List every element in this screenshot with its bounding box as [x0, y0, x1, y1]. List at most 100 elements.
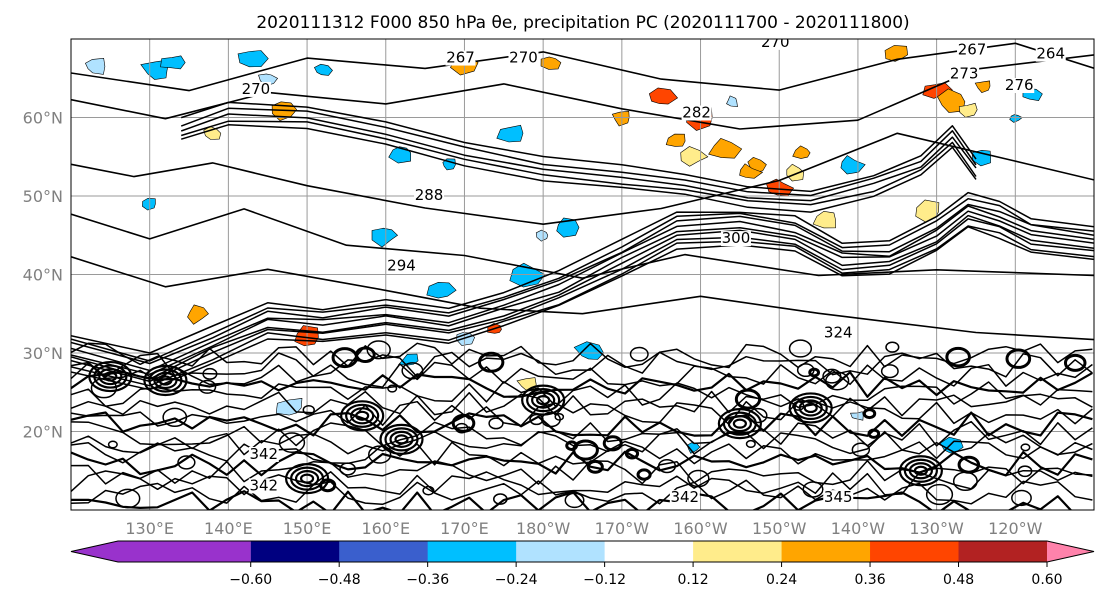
theta-e-contour [71, 400, 1093, 427]
theta-e-contour-cluster [88, 360, 133, 393]
theta-e-contour [71, 440, 1093, 467]
theta-e-contour [71, 430, 1093, 456]
theta-e-contour-ring [387, 384, 398, 393]
contour-label-bg [508, 50, 539, 66]
theta-e-contour-ring [867, 428, 881, 439]
contour-label: 300 [722, 229, 751, 247]
precip-positive-patch [958, 102, 978, 118]
precip-negative-patch [237, 50, 269, 68]
theta-e-contour-ring [564, 492, 585, 509]
theta-e-contour [71, 214, 1094, 380]
lat-tick-label: 50°N [23, 187, 63, 206]
theta-e-contour-ring [945, 346, 971, 368]
theta-e-contour [71, 210, 1094, 376]
precip-negative-patch [850, 411, 864, 421]
contour-label: 267 [446, 49, 475, 67]
theta-e-contour-ring [455, 422, 469, 434]
precip-positive-patch [792, 145, 811, 159]
contour-label-bg [1035, 46, 1066, 62]
colorbar-segment [250, 541, 340, 562]
theta-e-contour-ring [107, 440, 118, 449]
theta-e-contour-ring [880, 364, 899, 379]
contour-label-bg [1004, 78, 1035, 94]
precip-positive-patch [680, 146, 709, 167]
map-frame [70, 38, 1095, 511]
precip-negative-patch [840, 155, 866, 175]
lon-tick-label: 130°W [909, 519, 964, 538]
contour-label-bg [949, 66, 980, 82]
theta-e-contour-ring [401, 362, 424, 380]
theta-e-contour-ring [788, 339, 813, 358]
theta-e-contour-ring [687, 469, 710, 488]
theta-e-contour [71, 390, 1093, 418]
theta-e-contour-cluster [379, 423, 424, 455]
theta-e-contour-ring [1011, 489, 1032, 507]
contour-label: 342 [670, 488, 699, 506]
precip-negative-patch [160, 55, 186, 70]
theta-e-contour-cluster [345, 403, 380, 428]
longitude-axis: 130°E 140°E 150°E 160°E 170°E 180°W 170°W 160°W… [125, 519, 1042, 538]
theta-e-contour [71, 420, 1093, 447]
precip-positive-patch [648, 87, 679, 105]
theta-e-contour-ring [586, 459, 604, 474]
theta-e-contour-cluster [732, 418, 747, 429]
theta-e-contour-ring [331, 347, 359, 369]
theta-e-contour-ring [825, 371, 850, 391]
colorbar-segment [339, 541, 429, 562]
colorbar-tick-label: 0.36 [854, 572, 885, 588]
theta-e-contour-ring [1063, 353, 1087, 372]
theta-e-contour-ring [302, 404, 315, 415]
precip-positive-patch [974, 80, 991, 93]
theta-e-contour-cluster [98, 367, 123, 386]
theta-e-contour-ring [802, 481, 824, 498]
contour-label: 264 [1036, 45, 1065, 63]
contour-label: 276 [1005, 76, 1034, 94]
theta-e-contour-cluster [299, 473, 315, 484]
theta-e-contour-cluster [289, 466, 325, 491]
contour-label-bg [414, 187, 445, 203]
theta-e-contour-ring [451, 413, 476, 433]
map-title: 2020111312 F000 850 hPa θe, precipitatio… [256, 13, 909, 33]
colorbar-segment [71, 541, 251, 562]
contour-label-bg [823, 325, 854, 341]
theta-e-contour [71, 191, 1094, 354]
contour-label: 273 [950, 64, 979, 82]
theta-e-contour-cluster [798, 399, 823, 417]
contour-label: 345 [824, 488, 853, 506]
theta-e-contour-ring [734, 388, 762, 410]
theta-e-contour-cluster [788, 392, 833, 424]
theta-e-contour-ring [885, 341, 900, 353]
theta-e-contour-ring [339, 462, 357, 476]
precip-positive-patch [739, 163, 764, 179]
theta-e-contour-cluster [722, 411, 757, 436]
theta-e-contour-ring [198, 379, 217, 394]
precip-positive-patch [187, 304, 209, 325]
theta-e-contour-cluster [793, 395, 828, 421]
theta-e-contour-ring [925, 483, 954, 506]
theta-e-contour-cluster [284, 463, 330, 495]
theta-e-contour [180, 107, 977, 197]
theta-e-contour-ring [202, 367, 218, 380]
map-area: 267 270 270 267 264 273 276 270 282 288 294 300 324 3… [70, 38, 1095, 511]
lon-tick-label: 170°W [595, 519, 650, 538]
precip-negative-patch [442, 158, 456, 171]
contour-label-bg [957, 42, 988, 58]
colorbar-segment [427, 541, 517, 562]
theta-e-contour-ring [1017, 465, 1033, 478]
contour-label-bg [248, 478, 279, 494]
lon-tick-label: 120°W [988, 519, 1043, 538]
contour-label: 282 [682, 104, 711, 122]
contour-label-bg [248, 446, 279, 462]
contour-label: 342 [249, 445, 278, 463]
colorbar-segment [1047, 541, 1094, 562]
precip-negative-patch [85, 57, 106, 75]
lon-tick-label: 140°E [204, 519, 253, 538]
precip-negative-patch [573, 341, 604, 360]
theta-e-contour-cluster [158, 375, 173, 386]
theta-e-contour-cluster [521, 384, 566, 416]
contour-label-bg [669, 490, 700, 506]
theta-e-contour [71, 370, 1093, 398]
precipitation-patches [85, 45, 1043, 454]
precip-negative-patch [509, 262, 546, 288]
colorbar-outline [70, 540, 1095, 563]
